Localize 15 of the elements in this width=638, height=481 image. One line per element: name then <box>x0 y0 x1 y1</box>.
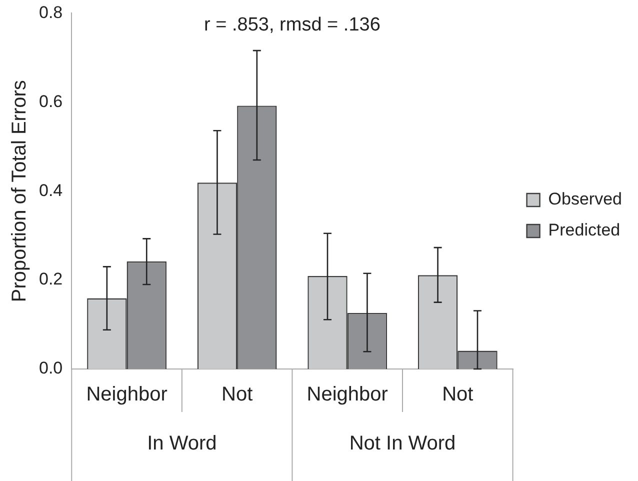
y-tick-label: 0.6 <box>38 92 63 111</box>
chart-title: r = .853, rmsd = .136 <box>204 14 380 36</box>
text: Not In Word <box>349 432 456 455</box>
x-tick-label: Not <box>222 384 254 406</box>
x-tick-label: Not <box>442 384 474 406</box>
y-tick-label: 0.0 <box>38 358 63 378</box>
legend-label: Predicted <box>548 220 620 240</box>
y-axis-title: Proportion of Total Errors <box>8 80 31 302</box>
y-tick-label: 0.8 <box>38 2 63 22</box>
legend-label: Observed <box>548 190 622 209</box>
y-tick-label: 0.4 <box>38 180 63 200</box>
text: In Word <box>147 432 217 455</box>
x-tick-label: Neighbor <box>86 384 168 406</box>
x-tick-label: Neighbor <box>306 384 388 406</box>
y-tick-label: 0.2 <box>38 270 63 289</box>
